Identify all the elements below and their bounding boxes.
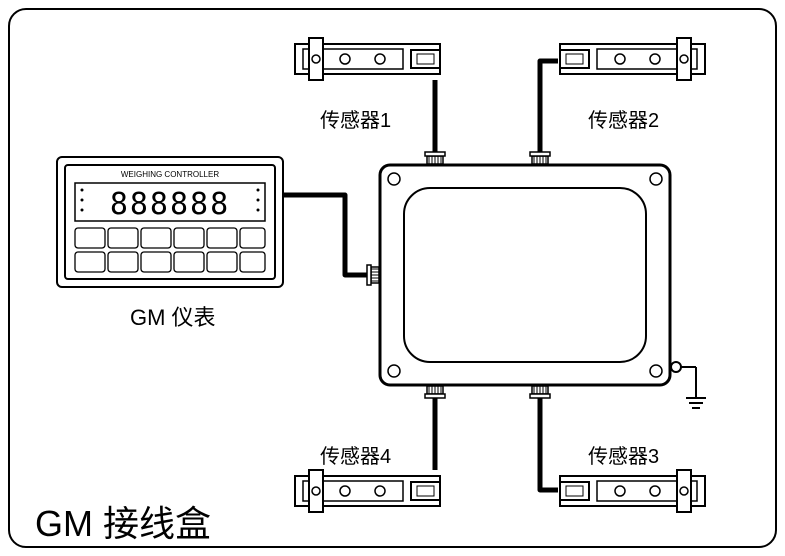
wire-controller — [275, 195, 368, 275]
sensor-3 — [560, 470, 705, 512]
sensor2-label: 传感器2 — [588, 104, 659, 133]
sensor4-label: 传感器4 — [320, 440, 391, 469]
display-digits: 888888 — [110, 187, 230, 222]
title-label: GM 接线盒 — [35, 495, 211, 547]
wire-s2 — [540, 61, 558, 152]
wire-s3 — [540, 398, 558, 490]
ground-symbol — [671, 362, 706, 408]
junction-box — [367, 152, 706, 408]
diagram-canvas: WEIGHING CONTROLLER 888888 — [0, 0, 785, 556]
sensor-4 — [295, 470, 440, 512]
controller: WEIGHING CONTROLLER 888888 — [57, 157, 283, 287]
controller-label: GM 仪表 — [130, 300, 216, 332]
controller-header-text: WEIGHING CONTROLLER — [121, 170, 219, 179]
sensor3-label: 传感器3 — [588, 440, 659, 469]
sensor-1 — [295, 38, 440, 80]
sensor-2 — [560, 38, 705, 80]
sensor1-label: 传感器1 — [320, 104, 391, 133]
